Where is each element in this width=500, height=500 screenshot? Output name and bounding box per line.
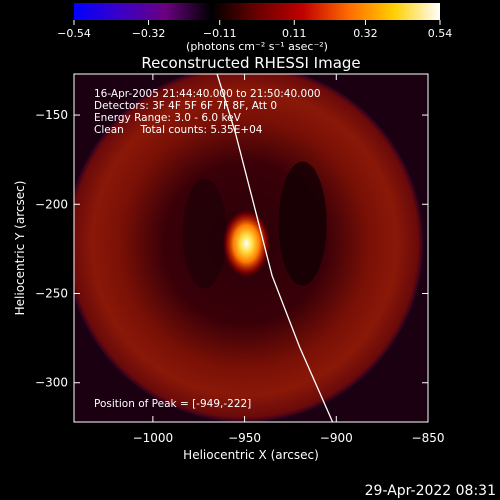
plot-frame bbox=[73, 73, 429, 423]
colorbar-tick-label: 0.54 bbox=[428, 27, 453, 40]
x-axis-label: Heliocentric X (arcsec) bbox=[183, 448, 319, 462]
colorbar bbox=[74, 3, 440, 20]
plot-area bbox=[74, 74, 428, 422]
y-tick-label: −250 bbox=[35, 287, 68, 301]
annotation-clean: Clean Total counts: 5.35E+04 bbox=[94, 124, 263, 136]
peak-source bbox=[222, 209, 271, 278]
dark-region bbox=[182, 178, 227, 289]
axis-ticks: −1000 −950 −900 −850 −150 −200 −250 −300 bbox=[35, 74, 444, 445]
x-tick-label: −1000 bbox=[133, 431, 174, 445]
annotation-time: 16-Apr-2005 21:44:40.000 to 21:50:40.000 bbox=[94, 88, 321, 100]
y-axis-label: Heliocentric Y (arcsec) bbox=[13, 181, 27, 316]
colorbar-tick-label: −0.54 bbox=[57, 27, 91, 40]
colorbar-unit-label: (photons cm⁻² s⁻¹ asec⁻²) bbox=[186, 40, 328, 53]
x-tick-label: −950 bbox=[228, 431, 261, 445]
timestamp: 29-Apr-2022 08:31 bbox=[365, 483, 496, 499]
x-tick-label: −850 bbox=[412, 431, 445, 445]
colorbar-ticks: −0.54 −0.32 −0.11 0.11 0.32 0.54 bbox=[57, 20, 452, 40]
y-tick-label: −300 bbox=[35, 376, 68, 390]
peak-position-label: Position of Peak = [-949,-222] bbox=[94, 398, 251, 410]
colorbar-tick-label: 0.11 bbox=[282, 27, 307, 40]
x-tick-label: −900 bbox=[320, 431, 353, 445]
y-tick-label: −200 bbox=[35, 197, 68, 211]
colorbar-tick-label: 0.32 bbox=[353, 27, 378, 40]
heatmap-image bbox=[74, 74, 424, 422]
annotation-energy: Energy Range: 3.0 - 6.0 keV bbox=[94, 112, 242, 124]
annotation-detectors: Detectors: 3F 4F 5F 6F 7F 8F, Att 0 bbox=[94, 100, 277, 112]
colorbar-tick-label: −0.11 bbox=[203, 27, 237, 40]
chart-title: Reconstructed RHESSI Image bbox=[141, 54, 360, 72]
colorbar-tick-label: −0.32 bbox=[132, 27, 166, 40]
y-tick-label: −150 bbox=[35, 108, 68, 122]
solar-limb-curve bbox=[216, 74, 334, 422]
dark-region bbox=[278, 161, 327, 286]
